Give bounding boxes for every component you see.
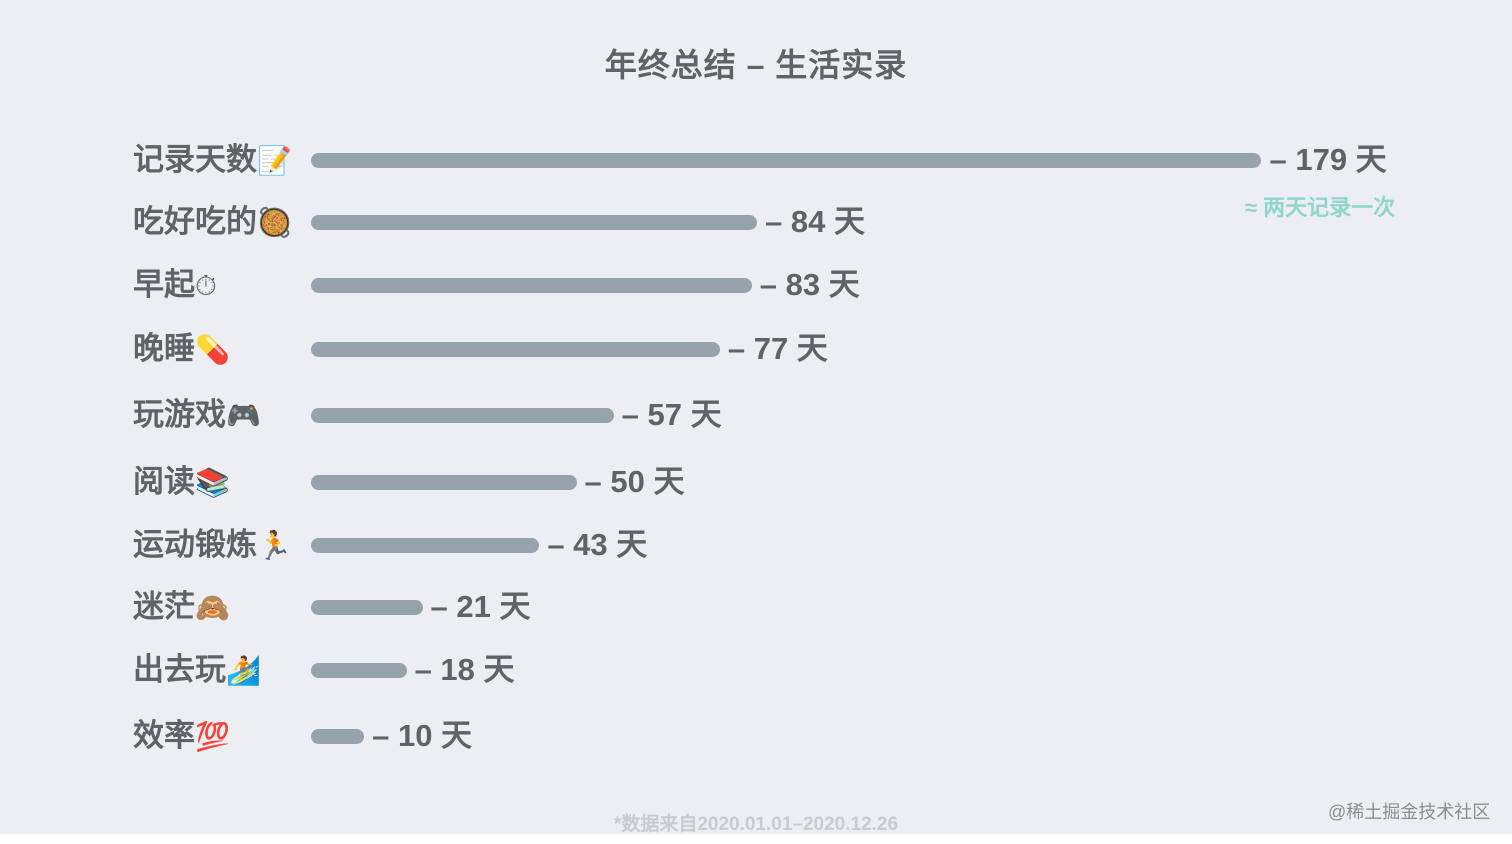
category-label: 迷茫🙈	[133, 587, 230, 628]
category-emoji-icon: 🎮	[226, 400, 261, 431]
bar	[311, 278, 752, 293]
category-text: 记录天数	[133, 142, 257, 177]
category-text: 运动锻炼	[133, 527, 257, 562]
watermark-text: @稀土掘金技术社区	[1328, 802, 1491, 822]
category-emoji-icon: 🏃	[257, 530, 292, 561]
value-label: – 84 天	[765, 204, 865, 239]
bar	[311, 475, 577, 490]
bar	[311, 729, 365, 744]
bar	[311, 215, 758, 230]
bar	[311, 538, 540, 553]
category-label: 早起⏱	[133, 265, 217, 306]
category-label: 吃好吃的🥘	[133, 202, 292, 243]
category-text: 效率	[133, 718, 195, 753]
category-emoji-icon: 💯	[195, 721, 230, 752]
annotation-note: ≈ 两天记录一次	[1245, 195, 1396, 220]
category-text: 早起	[133, 267, 195, 302]
category-label: 效率💯	[133, 716, 230, 757]
category-emoji-icon: 🥘	[257, 207, 292, 238]
value-label: – 77 天	[727, 331, 828, 366]
value-label: – 50 天	[584, 464, 685, 499]
bar	[311, 342, 720, 357]
category-label: 运动锻炼🏃	[133, 525, 292, 566]
category-text: 阅读	[133, 464, 195, 499]
value-label: – 18 天	[414, 652, 515, 687]
bar	[311, 408, 614, 423]
category-label: 记录天数📝	[133, 140, 292, 181]
bar	[311, 663, 407, 678]
chart-title: 年终总结 – 生活实录	[604, 47, 908, 83]
category-label: 阅读📚	[133, 462, 230, 503]
value-label: – 83 天	[759, 267, 860, 302]
category-emoji-icon: 📚	[195, 467, 230, 498]
category-emoji-icon: 📝	[257, 145, 292, 176]
category-label: 玩游戏🎮	[133, 395, 261, 436]
category-text: 玩游戏	[133, 397, 226, 432]
category-text: 晚睡	[133, 331, 195, 366]
category-emoji-icon: 🏄	[226, 655, 261, 686]
category-text: 吃好吃的	[133, 204, 257, 239]
category-emoji-icon: ⏱	[195, 270, 217, 301]
bar	[311, 600, 423, 615]
category-emoji-icon: 🙈	[195, 592, 230, 623]
category-text: 迷茫	[133, 589, 195, 624]
category-label: 晚睡💊	[133, 329, 230, 370]
value-label: – 43 天	[547, 527, 648, 562]
value-label: – 21 天	[430, 589, 531, 624]
data-source-footnote: *数据来自2020.01.01–2020.12.26	[613, 814, 899, 835]
category-label: 出去玩🏄	[133, 650, 261, 691]
value-label: – 179 天	[1269, 142, 1387, 177]
category-emoji-icon: 💊	[195, 334, 230, 365]
value-label: – 10 天	[372, 718, 473, 753]
category-text: 出去玩	[133, 652, 226, 687]
bar	[311, 153, 1262, 168]
value-label: – 57 天	[621, 397, 722, 432]
